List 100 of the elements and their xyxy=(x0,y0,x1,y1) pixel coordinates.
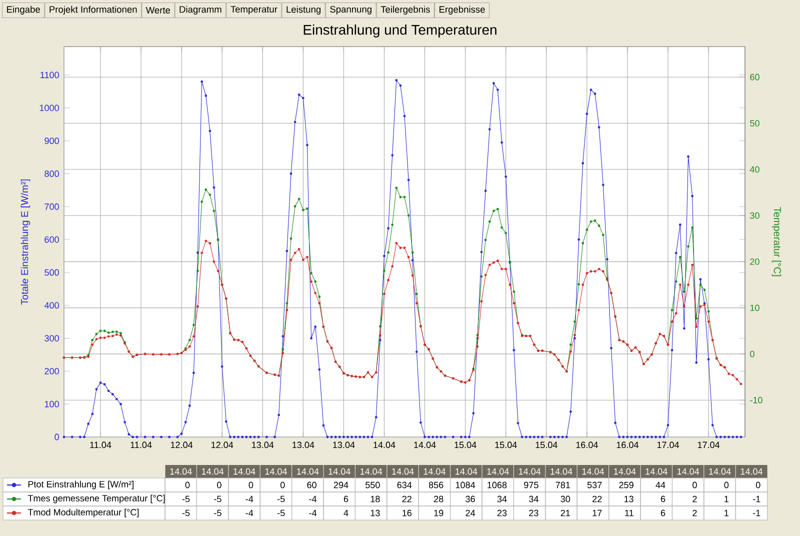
chart-title: Einstrahlung und Temperaturen xyxy=(304,24,496,38)
data-label: 0 xyxy=(724,482,729,488)
y-tick-label: 900 xyxy=(44,138,59,144)
data-label: -4 xyxy=(246,496,254,502)
x-tick-label: 12.04 xyxy=(170,442,193,448)
data-label: 259 xyxy=(619,482,634,488)
category-label: 14.04 xyxy=(646,468,668,475)
x-tick-label: 15.04 xyxy=(454,442,476,448)
y-tick-label: 800 xyxy=(44,170,59,177)
y2-axis-title: Temperatur [°C] xyxy=(772,207,782,276)
category-label: 14.04 xyxy=(202,468,224,475)
y-tick-label: 1100 xyxy=(40,72,59,78)
data-label: 19 xyxy=(434,510,444,516)
y-tick-label: 200 xyxy=(44,368,59,374)
category-label: 14.04 xyxy=(677,468,700,475)
series-label: Ptot Einstrahlung E [W/m²] xyxy=(28,480,134,490)
data-label: 13 xyxy=(370,510,380,516)
data-label: -5 xyxy=(277,510,285,516)
data-label: 23 xyxy=(529,510,538,516)
data-label: 22 xyxy=(592,496,602,502)
series-label: Tmes gemessene Temperatur [°C] xyxy=(28,494,165,504)
y2-tick-label: 0 xyxy=(750,350,754,358)
text: Werte xyxy=(146,6,170,14)
y-tick-label: 300 xyxy=(44,335,59,342)
data-label: -5 xyxy=(214,496,222,502)
x-tick-label: 17.04 xyxy=(657,442,680,448)
data-label: -4 xyxy=(309,496,317,502)
data-label: 1068 xyxy=(488,482,507,488)
y-tick-label: 100 xyxy=(44,400,59,408)
x-tick-label: 11.04 xyxy=(90,442,112,448)
y-tick-label: 700 xyxy=(44,203,59,210)
data-label: 28 xyxy=(434,496,444,502)
data-label: 13 xyxy=(624,496,634,502)
category-label: 14.04 xyxy=(234,468,256,475)
data-label: -1 xyxy=(752,496,760,502)
category-label: 14.04 xyxy=(265,468,287,475)
text: Temperatur xyxy=(230,6,278,14)
data-label: 975 xyxy=(524,482,538,488)
data-label: 22 xyxy=(402,496,412,502)
data-label: -4 xyxy=(309,510,317,516)
x-tick-label: 14.04 xyxy=(414,442,436,448)
series-label: Tmod Modultemperatur [°C] xyxy=(28,508,139,518)
category-label: 14.04 xyxy=(614,468,636,475)
data-label: 24 xyxy=(466,510,476,516)
data-label: 537 xyxy=(587,482,602,488)
data-label: 23 xyxy=(497,510,507,516)
x-tick-label: 13.04 xyxy=(252,442,274,448)
y-tick-label: 500 xyxy=(44,269,59,276)
x-tick-label: 14.04 xyxy=(374,442,396,448)
data-label: 550 xyxy=(365,482,380,488)
y-tick-label: 1000 xyxy=(40,104,59,112)
text: Diagramm xyxy=(180,6,222,15)
data-label: 6 xyxy=(660,510,666,516)
y2-tick-label: 60 xyxy=(750,74,760,80)
category-label: 14.04 xyxy=(456,468,478,475)
data-label: 0 xyxy=(248,482,254,488)
data-label: 0 xyxy=(692,482,697,488)
y2-tick-label: 20 xyxy=(750,258,760,265)
x-tick-label: 15.04 xyxy=(495,442,517,448)
x-tick-label: 13.04 xyxy=(333,442,355,448)
y2-tick-label: 10 xyxy=(750,304,760,312)
category-label: 14.04 xyxy=(709,468,731,475)
y-tick-label: 0 xyxy=(54,434,59,440)
data-label: -1 xyxy=(752,510,760,516)
data-label: 36 xyxy=(466,496,475,502)
data-label: -4 xyxy=(246,510,254,516)
data-label: 18 xyxy=(370,496,380,502)
text: Projekt Informationen xyxy=(50,6,137,15)
y2-tick-label: 40 xyxy=(750,166,760,173)
data-label: 0 xyxy=(280,482,285,488)
data-label: 856 xyxy=(428,482,444,488)
data-label: 17 xyxy=(592,510,602,516)
data-label: 34 xyxy=(497,496,507,502)
data-label: 4 xyxy=(344,510,348,516)
x-tick-label: 12.04 xyxy=(211,442,234,448)
data-label: 30 xyxy=(560,496,570,502)
y-tick-label: 400 xyxy=(44,302,59,309)
category-label: 14.04 xyxy=(360,468,382,475)
category-label: 14.04 xyxy=(424,468,446,475)
text: Ergebnisse xyxy=(440,6,485,15)
category-label: 14.04 xyxy=(297,468,319,475)
category-label: 14.04 xyxy=(392,468,414,475)
data-label: 16 xyxy=(402,510,412,516)
data-label: -5 xyxy=(277,496,285,502)
text: Teilergebnis xyxy=(380,6,430,15)
data-label: 21 xyxy=(560,510,570,516)
x-tick-label: 13.04 xyxy=(292,442,314,448)
text: Spannung xyxy=(330,6,372,14)
y2-tick-label: 50 xyxy=(750,120,760,126)
y2-tick-label: 30 xyxy=(750,212,760,219)
data-label: 34 xyxy=(529,496,538,502)
data-label: 2 xyxy=(692,510,697,516)
data-label: 11 xyxy=(625,510,634,516)
data-label: 60 xyxy=(307,482,316,488)
category-label: 14.04 xyxy=(582,468,604,475)
text: Eingabe xyxy=(7,6,40,15)
y2-tick-label: -10 xyxy=(750,396,762,404)
category-label: 14.04 xyxy=(328,468,350,475)
data-label: 1 xyxy=(724,496,728,502)
y-axis-title: Totale Einstrahlung E [W/m²] xyxy=(20,179,30,305)
